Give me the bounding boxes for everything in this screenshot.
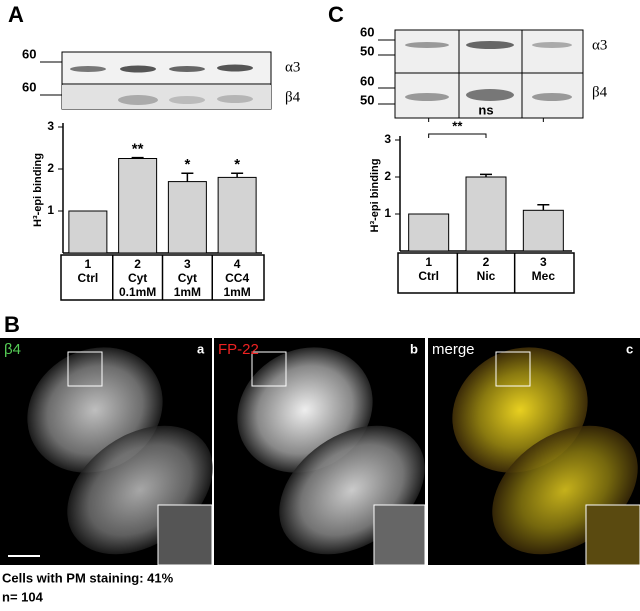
bracket bbox=[428, 117, 544, 122]
category-label: 4 bbox=[234, 257, 241, 271]
bar bbox=[522, 209, 564, 252]
channel-label: merge bbox=[432, 341, 475, 358]
channel-label: β4 bbox=[4, 341, 21, 358]
category-label: 3 bbox=[540, 255, 547, 269]
micrographs bbox=[0, 338, 640, 566]
category-label: 1mM bbox=[174, 285, 201, 299]
error-bar bbox=[131, 156, 144, 159]
bar bbox=[465, 176, 507, 252]
blot bbox=[378, 29, 584, 119]
category-label: 1 bbox=[425, 255, 432, 269]
y-tick-label: 3 bbox=[47, 119, 54, 133]
significance: ** bbox=[132, 141, 144, 158]
y-tick-label: 2 bbox=[384, 169, 391, 183]
category-label: CC4 bbox=[225, 271, 249, 285]
bar bbox=[408, 213, 450, 252]
y-tick-label: 2 bbox=[47, 161, 54, 175]
significance: * bbox=[234, 156, 240, 173]
error-bar bbox=[181, 172, 194, 182]
panel-label: A bbox=[8, 2, 24, 27]
mw-marker: 60 bbox=[22, 79, 36, 94]
bar bbox=[68, 210, 108, 254]
mw-marker: 60 bbox=[22, 46, 36, 61]
blot-label: α3 bbox=[285, 59, 300, 75]
sub-label: c bbox=[626, 341, 633, 356]
category-box bbox=[397, 252, 575, 294]
blot-label: α3 bbox=[592, 37, 607, 53]
mw-marker: 50 bbox=[360, 43, 374, 58]
category-label: 1mM bbox=[223, 285, 250, 299]
y-tick-label: 1 bbox=[47, 203, 54, 217]
blot-label: β4 bbox=[285, 89, 301, 105]
category-label: 1 bbox=[85, 257, 92, 271]
blot bbox=[40, 51, 272, 110]
panel-label: B bbox=[4, 312, 20, 337]
blot-label: β4 bbox=[592, 84, 608, 100]
bar bbox=[217, 176, 257, 254]
y-axis-label: H³-epi binding bbox=[369, 159, 381, 233]
category-label: Ctrl bbox=[418, 269, 439, 283]
y-tick-label: 3 bbox=[384, 132, 391, 146]
mw-marker: 50 bbox=[360, 92, 374, 107]
panel-label: C bbox=[328, 2, 344, 27]
y-tick-label: 1 bbox=[384, 206, 391, 220]
error-bar bbox=[231, 172, 244, 178]
category-label: Cyt bbox=[178, 271, 197, 285]
bracket bbox=[428, 133, 487, 138]
error-bar bbox=[480, 173, 492, 177]
category-label: Nic bbox=[477, 269, 496, 283]
mw-marker: 60 bbox=[360, 24, 374, 39]
mw-marker: 60 bbox=[360, 73, 374, 88]
sub-label: a bbox=[197, 341, 205, 356]
caption: n= 104 bbox=[2, 589, 44, 604]
category-label: Ctrl bbox=[78, 271, 99, 285]
bracket-label: ns bbox=[478, 102, 493, 117]
y-axis-label: H³-epi binding bbox=[32, 153, 44, 227]
category-label: Cyt bbox=[128, 271, 147, 285]
caption: Cells with PM staining: 41% bbox=[2, 570, 174, 585]
category-label: Mec bbox=[532, 269, 556, 283]
significance: * bbox=[184, 156, 190, 173]
category-label: 2 bbox=[134, 257, 141, 271]
category-label: 3 bbox=[184, 257, 191, 271]
channel-label: FP-22 bbox=[218, 341, 259, 358]
error-bar bbox=[537, 204, 550, 211]
sub-label: b bbox=[410, 341, 418, 356]
bar bbox=[118, 158, 158, 254]
bar bbox=[167, 181, 207, 254]
category-label: 0.1mM bbox=[119, 285, 156, 299]
category-label: 2 bbox=[483, 255, 490, 269]
bracket-label: ** bbox=[452, 118, 463, 133]
